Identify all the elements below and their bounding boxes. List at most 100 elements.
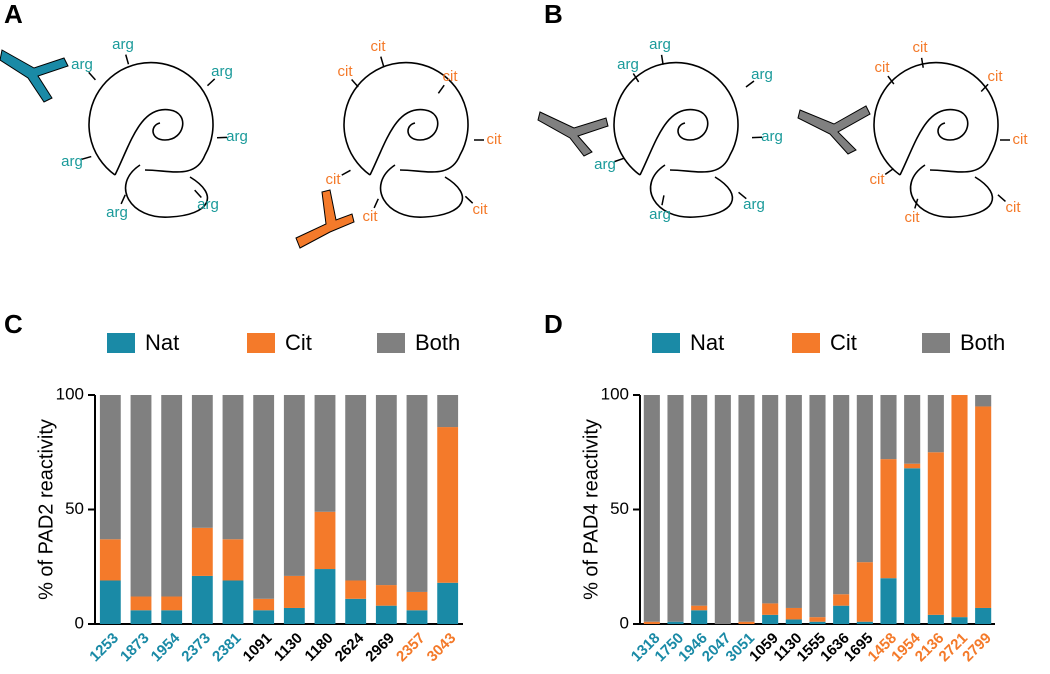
bar-segment: [191, 395, 213, 528]
bar-segment: [809, 395, 826, 618]
x-tick-label: 2373: [178, 630, 214, 666]
panel-label: D: [544, 309, 563, 339]
bar-segment: [667, 621, 684, 624]
site-tick: [206, 78, 216, 87]
bar-segment: [345, 580, 367, 599]
site-label: cit: [875, 59, 891, 76]
legend-swatch: [377, 333, 405, 353]
bar-segment: [253, 610, 275, 624]
y-tick-label: 0: [75, 613, 84, 632]
legend-swatch: [652, 333, 680, 353]
y-tick-label: 100: [56, 384, 84, 403]
bar-segment: [130, 395, 152, 597]
x-tick-label: 2624: [332, 629, 368, 665]
panel-label: C: [4, 309, 23, 339]
site-label: arg: [617, 56, 639, 73]
bar-segment: [833, 395, 850, 595]
protein: [88, 61, 214, 218]
panel-label: B: [544, 0, 563, 29]
site-tick: [745, 80, 755, 88]
x-tick-label: 1954: [148, 629, 184, 665]
x-tick-label: 1091: [240, 630, 276, 666]
x-tick-label: 2799: [959, 630, 995, 666]
y-tick-label: 100: [601, 384, 629, 403]
bar-segment: [809, 621, 826, 624]
site-tick: [632, 73, 640, 83]
bar-segment: [99, 539, 121, 581]
bar-segment: [880, 578, 897, 624]
site-tick: [437, 84, 445, 94]
y-axis-label: % of PAD2 reactivity: [35, 419, 57, 600]
site-label: arg: [649, 206, 671, 223]
bar-segment: [375, 585, 397, 606]
bar-segment: [375, 395, 397, 586]
site-label: cit: [913, 39, 929, 56]
x-tick-label: 1180: [302, 630, 337, 665]
site-label: cit: [473, 201, 489, 218]
site-label: arg: [751, 66, 773, 83]
legend-label: Nat: [690, 330, 724, 355]
legend-label: Both: [960, 330, 1005, 355]
bar-segment: [951, 617, 968, 624]
bar-segment: [833, 605, 850, 624]
bar-segment: [762, 603, 779, 615]
site-label: arg: [112, 36, 134, 53]
antibody: [0, 49, 871, 249]
legend-swatch: [247, 333, 275, 353]
protein: [613, 61, 739, 218]
bar-segment: [345, 395, 367, 581]
bar-segment: [283, 395, 305, 576]
bar-segment: [927, 614, 944, 624]
legend-label: Cit: [830, 330, 857, 355]
site-tick: [920, 57, 924, 68]
bar-segment: [99, 580, 121, 624]
site-label: cit: [338, 63, 354, 80]
x-tick-label: 2381: [209, 630, 245, 666]
site-label: arg: [197, 196, 219, 213]
bar-segment: [762, 614, 779, 624]
legend-label: Cit: [285, 330, 312, 355]
bar-segment: [691, 605, 708, 611]
bar-segment: [222, 580, 244, 624]
bar-segment: [161, 596, 183, 611]
bar-segment: [691, 395, 708, 606]
site-label: arg: [743, 196, 765, 213]
bar-segment: [406, 395, 428, 592]
site-tick: [614, 157, 625, 163]
y-tick-label: 50: [610, 499, 629, 518]
bar-segment: [406, 591, 428, 611]
x-tick-label: 1130: [271, 630, 306, 665]
bar-segment: [927, 395, 944, 453]
site-tick: [341, 169, 351, 176]
bar-segment: [99, 395, 121, 540]
bar-segment: [283, 575, 305, 608]
bar-segment: [130, 610, 152, 624]
protein: [873, 61, 999, 218]
bar-segment: [856, 395, 873, 563]
x-tick-label: 3043: [424, 630, 460, 666]
bar-segment: [691, 610, 708, 624]
site-label: arg: [106, 204, 128, 221]
bar-segment: [880, 459, 897, 579]
site-tick: [464, 195, 474, 204]
legend-label: Nat: [145, 330, 179, 355]
site-label: cit: [870, 171, 886, 188]
site-label: cit: [443, 68, 459, 85]
site-tick: [120, 194, 126, 205]
bar-segment: [738, 395, 755, 622]
bar-segment: [856, 621, 873, 624]
site-tick: [351, 79, 359, 88]
site-tick: [88, 71, 96, 81]
bar-segment: [253, 598, 275, 611]
site-tick: [660, 54, 664, 65]
site-tick: [887, 75, 895, 85]
bar-segment: [161, 395, 183, 597]
site-label: arg: [649, 36, 671, 53]
y-axis-label: % of PAD4 reactivity: [580, 419, 602, 600]
bar-segment: [880, 395, 897, 460]
site-tick: [380, 56, 385, 67]
legend-swatch: [792, 333, 820, 353]
bar-segment: [809, 617, 826, 622]
site-tick: [194, 189, 202, 199]
